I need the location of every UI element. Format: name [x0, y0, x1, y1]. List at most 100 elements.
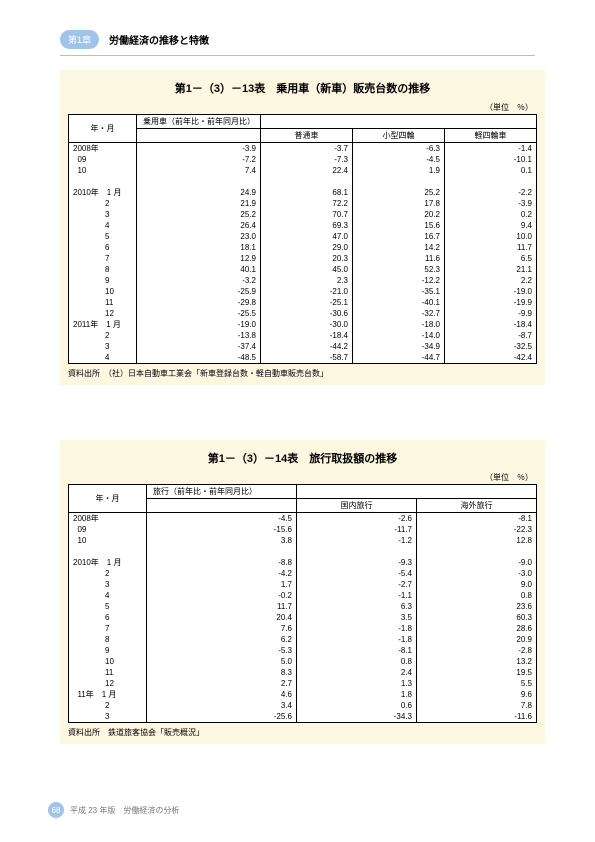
period-cell: 3 — [69, 209, 137, 220]
value-cell: -4.5 — [147, 513, 297, 525]
value-cell: 11.7 — [445, 242, 537, 253]
table-row: 840.145.052.321.1 — [69, 264, 537, 275]
value-cell: -3.9 — [137, 143, 261, 155]
table-row: 712.920.311.66.5 — [69, 253, 537, 264]
table-row: 107.422.41.90.1 — [69, 165, 537, 176]
value-cell: 24.9 — [137, 187, 261, 198]
value-cell: 25.2 — [353, 187, 445, 198]
period-cell: 6 — [69, 612, 147, 623]
value-cell: 29.0 — [261, 242, 353, 253]
unit-label: （単位 ％） — [68, 472, 537, 483]
table-row: 3-37.4-44.2-34.9-32.5 — [69, 341, 537, 352]
value-cell: 0.8 — [297, 656, 417, 667]
value-cell: -22.3 — [417, 524, 537, 535]
value-cell: 47.0 — [261, 231, 353, 242]
value-cell: -7.2 — [137, 154, 261, 165]
value-cell: -9.3 — [297, 557, 417, 568]
period-cell: 4 — [69, 352, 137, 364]
col-h: 普通車 — [261, 129, 353, 143]
period-cell: 2010年 1 月 — [69, 557, 147, 568]
value-cell: 12.9 — [137, 253, 261, 264]
period-cell: 11 — [69, 297, 137, 308]
value-cell: -34.9 — [353, 341, 445, 352]
period-cell: 3 — [69, 579, 147, 590]
col-blank — [261, 115, 537, 129]
value-cell: 1.9 — [353, 165, 445, 176]
table-row: 11年 1 月4.61.89.6 — [69, 689, 537, 700]
value-cell: 7.4 — [137, 165, 261, 176]
value-cell: -15.6 — [147, 524, 297, 535]
value-cell: -1.2 — [297, 535, 417, 546]
value-cell: -32.5 — [445, 341, 537, 352]
value-cell — [147, 546, 297, 557]
value-cell: 16.7 — [353, 231, 445, 242]
table-row: 09-15.6-11.7-22.3 — [69, 524, 537, 535]
value-cell: -1.8 — [297, 634, 417, 645]
value-cell: 68.1 — [261, 187, 353, 198]
value-cell: -9.9 — [445, 308, 537, 319]
table-row: 09-7.2-7.3-4.5-10.1 — [69, 154, 537, 165]
value-cell: -25.1 — [261, 297, 353, 308]
value-cell: -18.0 — [353, 319, 445, 330]
value-cell — [297, 546, 417, 557]
period-cell: 2008年 — [69, 143, 137, 155]
chapter-tag: 第1章 — [60, 30, 99, 49]
value-cell: 3.4 — [147, 700, 297, 711]
period-cell: 11年 1 月 — [69, 689, 147, 700]
value-cell: 11.6 — [353, 253, 445, 264]
value-cell: -6.3 — [353, 143, 445, 155]
value-cell: 25.2 — [137, 209, 261, 220]
value-cell: 2.7 — [147, 678, 297, 689]
period-cell: 4 — [69, 590, 147, 601]
table-row: 618.129.014.211.7 — [69, 242, 537, 253]
value-cell: -9.0 — [417, 557, 537, 568]
table-row: 86.2-1.820.9 — [69, 634, 537, 645]
value-cell: -58.7 — [261, 352, 353, 364]
table-row: 122.71.35.5 — [69, 678, 537, 689]
period-cell: 2 — [69, 700, 147, 711]
value-cell — [417, 546, 537, 557]
value-cell — [261, 176, 353, 187]
value-cell: 1.8 — [297, 689, 417, 700]
value-cell: 52.3 — [353, 264, 445, 275]
value-cell: 7.6 — [147, 623, 297, 634]
value-cell: 11.7 — [147, 601, 297, 612]
page-header: 第1章 労働経済の推移と特徴 — [60, 30, 535, 56]
table-row: 77.6-1.828.6 — [69, 623, 537, 634]
footer-text: 平成 23 年版 労働経済の分析 — [70, 805, 179, 816]
unit-label: （単位 ％） — [68, 102, 537, 113]
value-cell: -10.1 — [445, 154, 537, 165]
value-cell: 9.0 — [417, 579, 537, 590]
value-cell: 9.6 — [417, 689, 537, 700]
value-cell: -4.5 — [353, 154, 445, 165]
value-cell: 0.8 — [417, 590, 537, 601]
value-cell: -19.0 — [445, 286, 537, 297]
period-cell: 11 — [69, 667, 147, 678]
table-source: 資料出所 鉄道旅客協会「販売概況」 — [68, 727, 537, 738]
period-cell: 2008年 — [69, 513, 147, 525]
value-cell: -13.8 — [137, 330, 261, 341]
value-cell: -0.2 — [147, 590, 297, 601]
value-cell: 1.3 — [297, 678, 417, 689]
period-cell: 2 — [69, 568, 147, 579]
period-cell: 12 — [69, 678, 147, 689]
value-cell: -8.7 — [445, 330, 537, 341]
table-source: 資料出所 （社）日本自動車工業会「新車登録台数・軽自動車販売台数」 — [68, 368, 537, 379]
page-footer: 68 平成 23 年版 労働経済の分析 — [48, 802, 179, 818]
value-cell: -21.0 — [261, 286, 353, 297]
value-cell: -40.1 — [353, 297, 445, 308]
table-row: 2011年 1 月-19.0-30.0-18.0-18.4 — [69, 319, 537, 330]
table-row: 9-5.3-8.1-2.8 — [69, 645, 537, 656]
value-cell — [137, 176, 261, 187]
value-cell: -5.4 — [297, 568, 417, 579]
value-cell: -2.6 — [297, 513, 417, 525]
period-cell: 10 — [69, 286, 137, 297]
table-title-14: 第1－（3）－14表 旅行取扱額の推移 — [68, 450, 537, 466]
value-cell: 4.6 — [147, 689, 297, 700]
period-cell: 4 — [69, 220, 137, 231]
value-cell: 23.0 — [137, 231, 261, 242]
table-row: 3-25.6-34.3-11.6 — [69, 711, 537, 723]
value-cell: -8.1 — [417, 513, 537, 525]
value-cell: -19.0 — [137, 319, 261, 330]
value-cell: 70.7 — [261, 209, 353, 220]
